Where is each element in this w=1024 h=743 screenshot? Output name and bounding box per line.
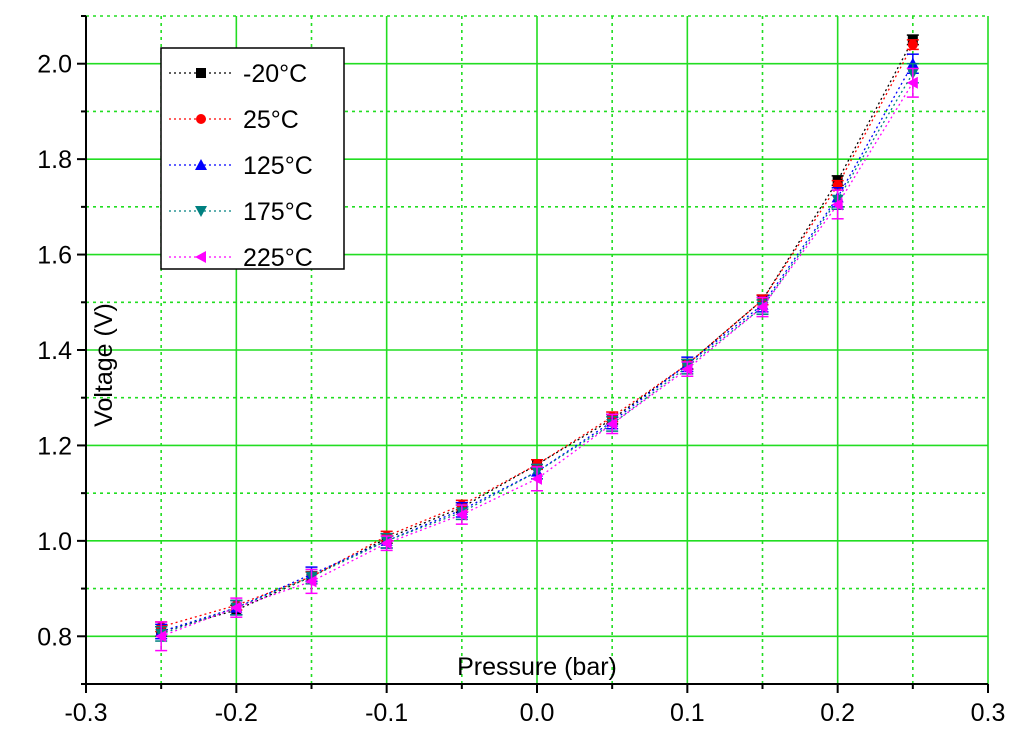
legend-label: 225°C xyxy=(243,244,313,272)
axes: -0.3 -0.2 -0.1 0.0 0.1 0.2 0.3 0.8 1.0 1.2 1.4 1.6 1… xyxy=(37,15,1006,727)
legend-marker xyxy=(196,68,206,78)
data-point xyxy=(380,537,392,550)
data-point xyxy=(155,630,167,643)
x-tick-label: -0.1 xyxy=(365,699,408,727)
y-tick-label: 1.4 xyxy=(37,337,72,365)
x-tick-label: 0.1 xyxy=(670,699,705,727)
y-axis-title: Voltage (V) xyxy=(90,303,118,427)
legend: -20°C 25°C 125°C 175°C 225°C xyxy=(160,47,345,272)
legend-label: -20°C xyxy=(243,60,307,88)
data-point xyxy=(906,76,918,89)
x-tick-label: 0.3 xyxy=(971,699,1006,727)
x-tick-label: -0.2 xyxy=(215,699,258,727)
x-tick-label: 0.2 xyxy=(820,699,855,727)
data-point xyxy=(531,472,542,485)
y-tick-label: 1.2 xyxy=(37,432,72,460)
data-point xyxy=(907,39,918,50)
data-point xyxy=(831,198,843,211)
y-tick-label: 2.0 xyxy=(37,51,72,79)
data-point xyxy=(455,508,467,521)
x-tick-label: -0.3 xyxy=(64,699,107,727)
data-point xyxy=(606,417,618,430)
legend-marker xyxy=(195,251,206,263)
legend-marker xyxy=(195,159,207,170)
legend-box xyxy=(160,47,345,270)
legend-label: 125°C xyxy=(243,152,313,180)
y-tick-label: 0.8 xyxy=(37,623,72,651)
series-4 xyxy=(155,67,919,652)
legend-marker xyxy=(196,114,206,124)
data-point xyxy=(230,601,242,614)
y-tick-label: 1.6 xyxy=(37,242,72,270)
data-point xyxy=(681,363,693,376)
data-point xyxy=(305,575,317,588)
x-axis-title: Pressure (bar) xyxy=(457,653,617,681)
legend-label: 25°C xyxy=(243,106,299,134)
series-layer xyxy=(155,34,919,652)
legend-label: 175°C xyxy=(243,198,313,226)
legend-marker xyxy=(195,206,207,217)
y-tick-label: 1.8 xyxy=(37,146,72,174)
data-point xyxy=(756,301,768,314)
x-tick-label: 0.0 xyxy=(520,699,555,727)
y-tick-label: 1.0 xyxy=(37,528,72,556)
